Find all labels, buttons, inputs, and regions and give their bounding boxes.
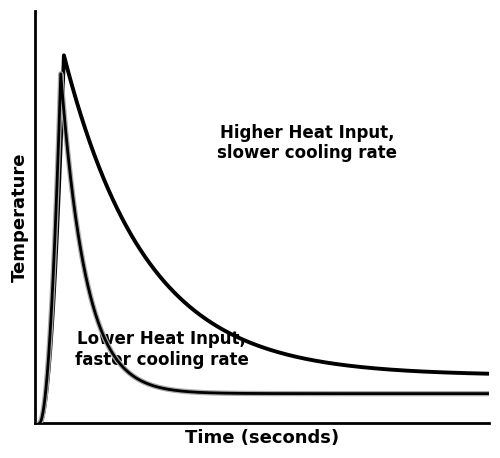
Text: Lower Heat Input,
faster cooling rate: Lower Heat Input, faster cooling rate — [75, 330, 249, 369]
X-axis label: Time (seconds): Time (seconds) — [184, 429, 339, 447]
Text: Higher Heat Input,
slower cooling rate: Higher Heat Input, slower cooling rate — [217, 124, 397, 163]
Y-axis label: Temperature: Temperature — [11, 153, 29, 282]
